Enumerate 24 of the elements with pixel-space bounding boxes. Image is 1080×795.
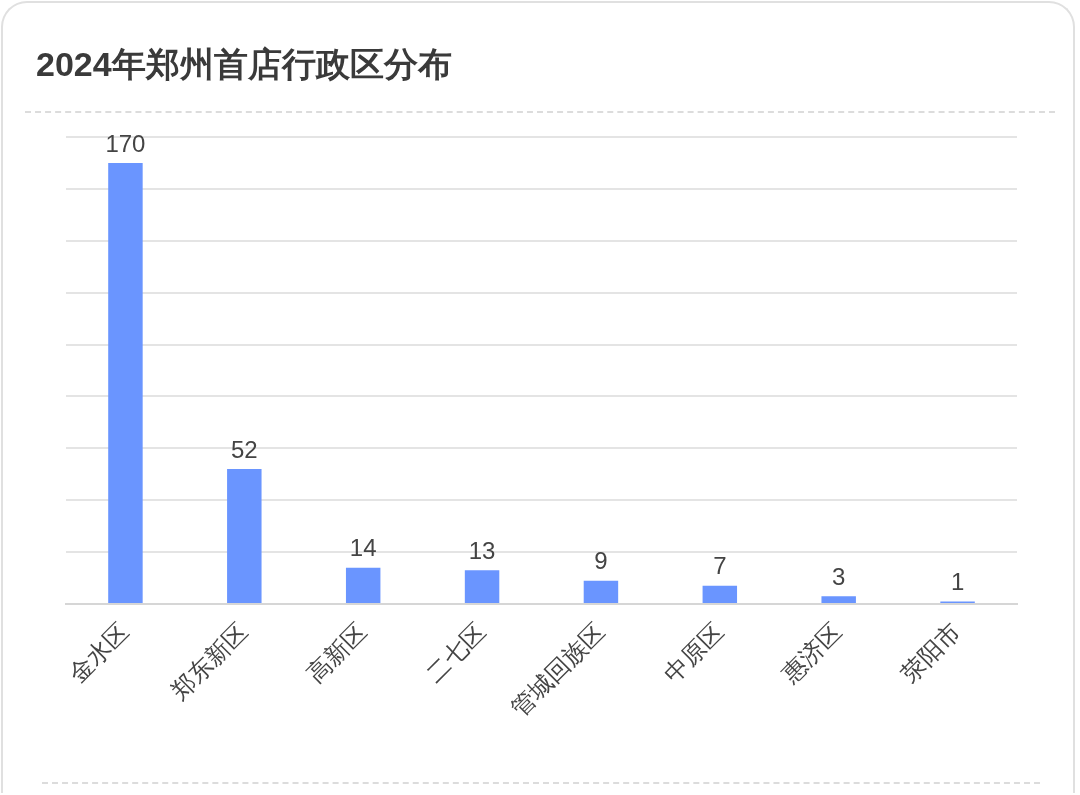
x-tick-label: 中原区 xyxy=(658,617,729,688)
data-label: 3 xyxy=(832,562,846,590)
x-tick-label: 高新区 xyxy=(301,617,372,688)
bar xyxy=(702,585,738,603)
data-label: 52 xyxy=(230,435,258,463)
data-label: 13 xyxy=(468,536,496,564)
x-tick-label: 金水区 xyxy=(63,617,134,688)
bar xyxy=(345,567,381,603)
chart-title: 2024年郑州首店行政区分布 xyxy=(36,44,452,85)
data-label: 1 xyxy=(950,568,965,596)
bar xyxy=(583,580,619,603)
data-label: 14 xyxy=(349,534,377,562)
x-tick-label: 郑东新区 xyxy=(165,617,253,705)
bar xyxy=(464,570,500,603)
data-label: 9 xyxy=(594,547,608,575)
bar xyxy=(108,162,143,603)
bar xyxy=(227,469,262,603)
data-label: 170 xyxy=(105,129,146,157)
bar xyxy=(821,596,856,603)
x-tick-label: 惠济区 xyxy=(776,617,847,689)
x-tick-label: 荥阳市 xyxy=(895,617,966,688)
data-label: 7 xyxy=(713,552,727,580)
x-tick-label: 管城回族区 xyxy=(505,617,610,722)
x-tick-label: 二七区 xyxy=(420,617,491,688)
